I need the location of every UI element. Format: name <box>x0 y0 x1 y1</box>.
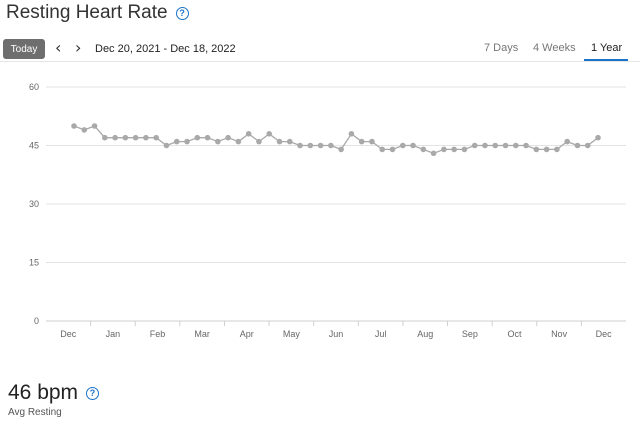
data-point <box>471 142 478 149</box>
data-point <box>523 142 529 149</box>
data-point <box>328 142 334 149</box>
heart-rate-chart: 0 15 30 45 60 Dec Jan Feb Mar Apr May Jun Jul Aug Sep O… <box>29 82 626 339</box>
y-tick-label: 15 <box>29 258 39 268</box>
help-icon[interactable]: ? <box>86 386 100 400</box>
data-point <box>533 146 540 153</box>
data-point <box>358 138 365 145</box>
data-point <box>348 131 355 137</box>
data-point <box>163 142 170 149</box>
x-tick-label: Feb <box>150 329 166 339</box>
title-row: Resting Heart Rate ? <box>6 2 189 24</box>
data-point <box>410 142 416 149</box>
data-point <box>513 142 519 149</box>
active-tab-indicator <box>584 59 628 61</box>
data-point <box>369 138 375 145</box>
data-point <box>276 138 283 145</box>
data-point <box>184 138 190 145</box>
tab-4-weeks[interactable]: 4 Weeks <box>533 42 576 54</box>
data-point <box>399 142 406 149</box>
data-point <box>379 146 386 153</box>
x-tick-label: Nov <box>551 329 568 339</box>
data-point <box>297 142 303 149</box>
page-title: Resting Heart Rate <box>6 2 168 23</box>
y-tick-label: 45 <box>29 141 39 151</box>
data-point <box>595 134 601 141</box>
data-point <box>554 146 560 153</box>
x-tick-label: Jul <box>375 329 387 339</box>
data-point <box>482 142 488 149</box>
avg-resting-value: 46 bpm <box>8 381 79 404</box>
data-point <box>338 146 344 153</box>
date-range-label: Dec 20, 2021 - Dec 18, 2022 <box>95 43 236 55</box>
chevron-left-icon[interactable]: ‹ <box>55 38 62 57</box>
data-point <box>112 134 118 141</box>
tab-1-year[interactable]: 1 Year <box>591 42 623 54</box>
data-point <box>492 142 499 149</box>
data-point <box>584 142 591 149</box>
avg-resting-label: Avg Resting <box>8 407 62 418</box>
x-tick-label: Apr <box>240 329 254 339</box>
y-tick-label: 30 <box>29 199 39 209</box>
x-tick-label: Jun <box>329 329 344 339</box>
data-point <box>143 134 149 141</box>
data-point <box>502 142 509 149</box>
data-point <box>215 138 221 145</box>
x-tick-label: Dec <box>60 329 77 339</box>
x-tick-label: May <box>283 329 301 339</box>
toolbar-divider <box>0 61 640 62</box>
data-point <box>564 138 570 145</box>
data-point <box>122 134 129 141</box>
series-line <box>73 125 599 154</box>
data-point <box>430 150 437 157</box>
data-point <box>245 131 252 137</box>
y-tick-label: 60 <box>29 82 39 92</box>
data-point <box>153 134 159 141</box>
y-tick-label: 0 <box>34 316 39 326</box>
x-tick-label: Mar <box>194 329 210 339</box>
tab-7-days[interactable]: 7 Days <box>484 42 519 54</box>
data-point <box>574 142 581 149</box>
data-point <box>317 142 324 149</box>
data-point <box>235 138 242 145</box>
x-tick-label: Dec <box>596 329 613 339</box>
data-point <box>91 123 98 129</box>
data-point <box>102 134 108 141</box>
data-point <box>81 127 88 133</box>
data-point <box>420 146 427 153</box>
data-point <box>286 138 293 145</box>
data-point <box>71 123 77 129</box>
data-point <box>266 131 273 137</box>
data-point <box>132 134 139 141</box>
data-point <box>441 146 447 153</box>
x-tick-label: Sep <box>462 329 478 339</box>
data-point <box>225 134 231 141</box>
chevron-right-icon[interactable]: › <box>75 38 82 57</box>
data-point <box>461 146 468 153</box>
data-point <box>194 134 201 141</box>
help-icon[interactable]: ? <box>175 6 189 20</box>
data-point <box>204 134 211 141</box>
data-point <box>389 146 396 153</box>
data-point <box>307 142 314 149</box>
summary-panel: 46 bpm ? Avg Resting <box>8 381 100 418</box>
x-tick-label: Aug <box>417 329 433 339</box>
x-tick-label: Oct <box>507 329 522 339</box>
x-tick-label: Jan <box>106 329 121 339</box>
data-point <box>543 146 550 153</box>
date-toolbar: Today ‹ › Dec 20, 2021 - Dec 18, 2022 7 … <box>0 38 640 62</box>
data-point <box>256 138 262 145</box>
today-button[interactable]: Today <box>3 39 45 59</box>
data-point <box>173 138 180 145</box>
data-point <box>451 146 457 153</box>
